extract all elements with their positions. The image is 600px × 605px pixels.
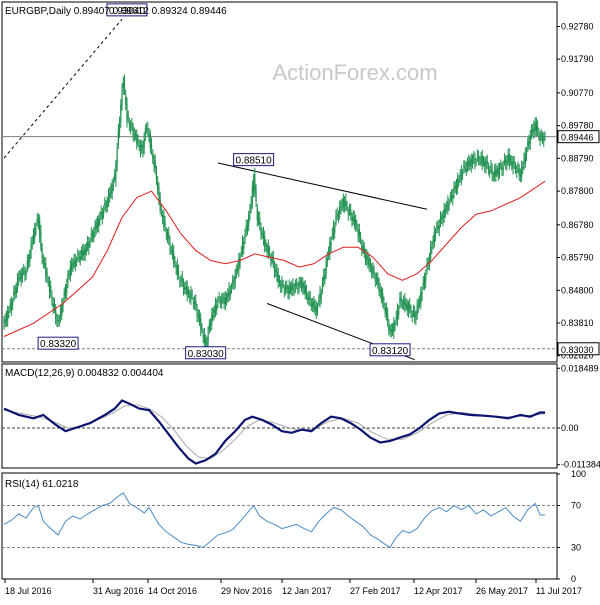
annotation-box: [233, 153, 275, 167]
price-axis-label: 0.89780: [561, 121, 594, 131]
price-panel-frame: [1, 1, 558, 363]
price-tag-box: [557, 342, 600, 356]
annotation-box: [185, 346, 227, 360]
time-axis-label: 31 Aug 2016: [93, 586, 144, 596]
price-axis-label: 0.82820: [561, 351, 594, 361]
macd-axis-label: 0.018489: [561, 363, 599, 373]
price-tag-label: 0.83030: [561, 345, 594, 355]
price-axis-label: 0.87800: [561, 186, 594, 196]
price-axis-label: 0.91790: [561, 54, 594, 64]
rsi-line: [3, 492, 545, 549]
price-axis-label: 0.88790: [561, 153, 594, 163]
price-axis-label: 0.85790: [561, 253, 594, 263]
annotation-box: [37, 336, 79, 350]
price-axis-label: 0.90770: [561, 88, 594, 98]
time-axis-label: 18 Jul 2016: [5, 586, 52, 596]
price-axis-label: 0.86780: [561, 220, 594, 230]
macd-panel-frame: [1, 363, 558, 469]
rsi-axis-label: 30: [571, 543, 581, 553]
price-axis-label: 0.92780: [561, 21, 594, 31]
annotation-label: 0.83030: [188, 349, 225, 360]
price-axis-label: 0.83810: [561, 318, 594, 328]
rsi-axis-label: 0: [571, 574, 576, 584]
annotation-box: [106, 3, 148, 17]
annotation-box: [369, 343, 411, 357]
macd-title: MACD(12,26,9) 0.004832 0.004404: [5, 368, 164, 379]
rsi-panel-frame: [1, 472, 558, 580]
price-tag-box: [557, 130, 600, 144]
macd-line: [3, 399, 545, 465]
annotation-label: 0.83120: [372, 346, 409, 357]
price-axis-label: 0.84800: [561, 285, 594, 295]
price-tag-label: 0.89446: [561, 133, 594, 143]
annotation-label: 0.93040: [109, 6, 146, 17]
rsi-axis-label: 100: [571, 469, 586, 479]
channel-trendline: [217, 162, 428, 210]
time-axis-label: 27 Feb 2017: [350, 586, 401, 596]
watermark: ActionForex.com: [272, 60, 437, 85]
header-title: EURGBP,Daily 0.89407 0.89612 0.89324 0.8…: [5, 6, 227, 17]
time-axis-label: 14 Oct 2016: [148, 586, 197, 596]
time-axis-label: 26 May 2017: [476, 586, 528, 596]
annotation-label: 0.83320: [40, 339, 77, 350]
time-axis-label: 11 Jul 2017: [536, 586, 582, 596]
annotation-label: 0.88510: [236, 156, 273, 167]
macd-axis-label: -0.011384: [561, 460, 600, 470]
dashed-trendline: [3, 18, 123, 159]
rsi-axis-label: 70: [571, 501, 581, 511]
time-axis-label: 12 Jan 2017: [282, 586, 332, 596]
moving-average-line: [3, 180, 546, 337]
rsi-title: RSI(14) 61.0218: [5, 479, 79, 490]
time-axis-label: 12 Apr 2017: [414, 586, 463, 596]
macd-axis-label: 0.00: [561, 423, 579, 433]
time-axis-label: 29 Nov 2016: [221, 586, 272, 596]
